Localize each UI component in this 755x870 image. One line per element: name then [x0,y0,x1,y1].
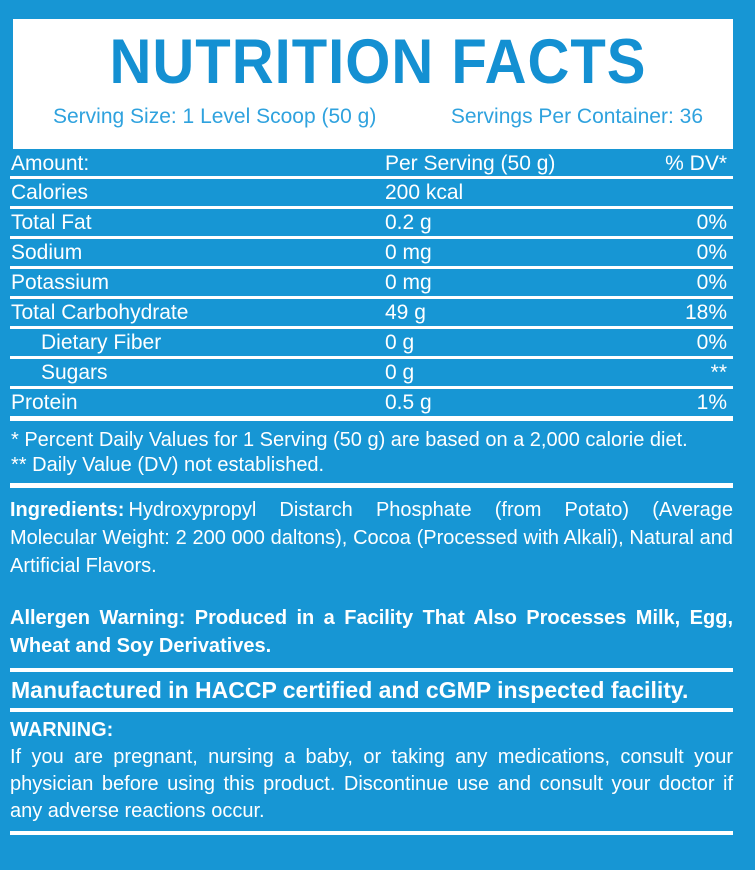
nutrient-name: Protein [11,390,78,414]
nutrient-dv: 0% [696,330,727,354]
nutrition-facts-label: NUTRITION FACTS Serving Size: 1 Level Sc… [0,19,755,870]
nutrient-amount: 49 g [385,300,426,324]
nutrient-dv: 0% [696,270,727,294]
footnote-dv-not-established: ** Daily Value (DV) not established. [11,454,325,476]
nutrient-dv: 18% [684,300,727,324]
page-title: NUTRITION FACTS [109,26,647,98]
nutrient-amount: 0.2 g [385,210,432,234]
header-panel: NUTRITION FACTS Serving Size: 1 Level Sc… [13,19,733,149]
nutrient-table: Amount: Per Serving (50 g) % DV* Calorie… [10,152,733,421]
divider-below-manufactured [10,708,733,712]
table-row-total-fat: Total Fat 0.2 g 0% [10,209,733,239]
nutrient-dv: 0% [696,240,727,264]
table-row-sodium: Sodium 0 mg 0% [10,239,733,269]
warning-heading: WARNING: [10,719,114,741]
nutrient-amount: 200 kcal [385,180,464,204]
nutrient-name: Potassium [11,270,110,294]
divider-bottom [10,831,733,835]
serving-size-text: Serving Size: 1 Level Scoop (50 g) [53,105,377,128]
warning-paragraph: If you are pregnant, nursing a baby, or … [10,746,733,822]
column-header-amount: Amount: [11,152,90,175]
table-header-row: Amount: Per Serving (50 g) % DV* [10,152,733,179]
allergen-warning-paragraph: Allergen Warning: Produced in a Facility… [10,607,733,657]
nutrient-name: Calories [11,180,89,204]
table-row-potassium: Potassium 0 mg 0% [10,269,733,299]
nutrient-amount: 0 mg [385,240,432,264]
manufactured-statement: Manufactured in HACCP certified and cGMP… [11,677,689,703]
nutrient-name: Total Fat [11,210,92,234]
ingredients-paragraph: Ingredients: Hydroxypropyl Distarch Phosp… [10,496,733,580]
column-header-per-serving: Per Serving (50 g) [385,152,556,175]
nutrient-amount: 0 g [385,330,415,354]
divider-after-footnotes [10,483,733,488]
ingredients-text: Hydroxypropyl Distarch Phosphate (from P… [10,499,733,577]
nutrient-dv: 1% [696,390,727,414]
ingredients-label: Ingredients: [10,499,125,521]
nutrient-amount: 0 g [385,360,415,384]
table-row-total-carbohydrate: Total Carbohydrate 49 g 18% [10,299,733,329]
table-row-dietary-fiber: Dietary Fiber 0 g 0% [10,329,733,359]
nutrient-name: Sodium [11,240,83,264]
table-row-calories: Calories 200 kcal [10,179,733,209]
nutrient-dv: ** [710,360,727,384]
column-header-dv: % DV* [665,152,727,175]
nutrient-dv: 0% [696,210,727,234]
footnote-daily-values: * Percent Daily Values for 1 Serving (50… [11,429,688,451]
nutrient-name: Sugars [41,360,108,384]
serving-info-row: Serving Size: 1 Level Scoop (50 g) Servi… [53,105,703,129]
nutrient-amount: 0 mg [385,270,432,294]
nutrient-name: Total Carbohydrate [11,300,189,324]
footnotes: * Percent Daily Values for 1 Serving (50… [10,421,733,483]
nutrient-name: Dietary Fiber [41,330,162,354]
divider-above-manufactured [10,668,733,672]
table-row-sugars: Sugars 0 g ** [10,359,733,389]
servings-per-container-text: Servings Per Container: 36 [450,105,703,128]
nutrient-amount: 0.5 g [385,390,432,414]
table-row-protein: Protein 0.5 g 1% [10,389,733,421]
